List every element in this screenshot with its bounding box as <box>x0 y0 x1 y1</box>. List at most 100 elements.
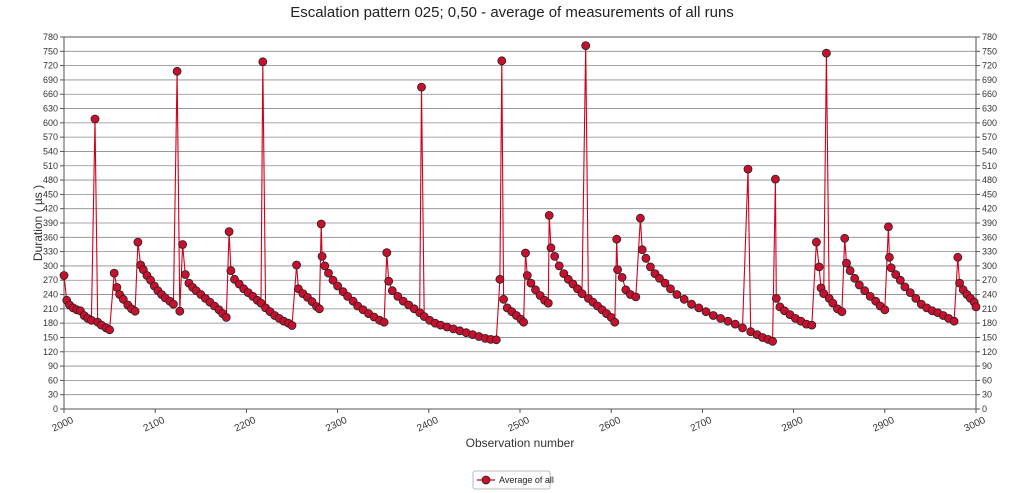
data-point <box>324 268 333 278</box>
data-point <box>701 307 711 317</box>
data-point <box>387 286 397 296</box>
y-tick-label: 780 <box>982 32 997 42</box>
data-point <box>814 262 824 272</box>
data-point <box>417 82 426 92</box>
data-point <box>865 291 875 301</box>
y-tick-label: 240 <box>982 290 997 300</box>
data-point <box>660 278 670 288</box>
data-point <box>495 274 505 284</box>
y-tick-label: 120 <box>43 347 58 357</box>
data-point <box>880 305 890 315</box>
series-average-of-all <box>59 41 981 346</box>
y-tick-label: 390 <box>982 218 997 228</box>
data-point <box>133 237 143 247</box>
y-tick-label: 660 <box>982 89 997 99</box>
y-tick-label: 510 <box>43 161 58 171</box>
data-point <box>953 252 963 262</box>
data-point <box>384 276 394 286</box>
y-tick-label: 360 <box>43 232 58 242</box>
legend[interactable]: Average of all <box>472 470 554 490</box>
data-point <box>895 275 905 285</box>
data-point <box>224 227 234 237</box>
data-point <box>949 316 959 326</box>
data-point <box>641 253 651 263</box>
data-point <box>955 278 964 288</box>
data-point <box>59 271 69 280</box>
data-point <box>679 294 689 304</box>
data-point <box>521 248 530 258</box>
data-point <box>828 298 838 308</box>
data-point <box>531 285 540 295</box>
y-tick-label: 0 <box>982 404 987 414</box>
data-point <box>842 258 851 268</box>
data-point <box>226 266 236 276</box>
y-tick-label: 300 <box>43 261 58 271</box>
y-tick-label: 750 <box>982 46 997 56</box>
data-point <box>317 251 327 261</box>
data-point <box>807 320 817 330</box>
data-point <box>612 234 622 244</box>
data-point <box>905 288 915 298</box>
data-point <box>320 261 330 271</box>
data-point <box>971 302 981 312</box>
y-tick-label: 750 <box>43 46 58 56</box>
x-tick-label: 2500 <box>507 415 532 435</box>
data-point <box>221 312 231 322</box>
y-tick-label: 330 <box>43 247 58 257</box>
x-tick-label: 2200 <box>233 415 258 435</box>
data-point <box>105 325 114 335</box>
x-tick-label: 2900 <box>871 415 896 435</box>
data-point <box>499 294 509 304</box>
y-tick-label: 420 <box>43 204 58 214</box>
x-tick-label: 2400 <box>415 415 440 435</box>
data-point <box>900 282 910 292</box>
y-tick-label: 660 <box>43 89 58 99</box>
data-point <box>891 270 901 279</box>
y-tick-label: 150 <box>43 332 58 342</box>
data-point <box>694 303 704 313</box>
y-tick-label: 570 <box>43 132 58 142</box>
y-tick-label: 180 <box>982 318 997 328</box>
data-point <box>840 233 850 243</box>
y-tick-label: 690 <box>982 75 997 85</box>
data-point <box>328 275 338 285</box>
data-point <box>631 292 641 302</box>
x-tick-label: 2700 <box>689 415 714 435</box>
y-tick-label: 480 <box>982 175 997 185</box>
legend-box <box>472 470 551 490</box>
data-point <box>180 270 190 279</box>
y-tick-label: 510 <box>982 161 997 171</box>
y-tick-label: 600 <box>43 118 58 128</box>
data-point <box>646 262 655 272</box>
data-point <box>519 317 528 327</box>
data-point <box>884 222 893 232</box>
y-tick-label: 690 <box>43 75 58 85</box>
y-tick-label: 90 <box>48 361 58 371</box>
y-tick-label: 540 <box>43 146 58 156</box>
y-tick-label: 150 <box>982 332 997 342</box>
data-point <box>314 304 324 314</box>
data-point <box>771 174 780 184</box>
data-point <box>845 266 855 276</box>
x-axis-label: Observation number <box>466 436 575 450</box>
grid <box>63 36 977 410</box>
y-tick-label: 450 <box>982 189 997 199</box>
y-tick-label: 240 <box>43 290 58 300</box>
x-tick-label: 2300 <box>324 415 349 435</box>
y-axis-label: Duration ( µs ) <box>31 185 45 261</box>
y-tick-label: 780 <box>43 32 58 42</box>
data-point <box>617 272 627 282</box>
data-point <box>723 316 733 326</box>
y-axis-right: 0 30 60 90 120 150 180 210 240 270 300 330 360 390 420… <box>976 32 997 414</box>
data-point <box>287 321 297 330</box>
data-point <box>109 268 119 278</box>
data-point <box>333 281 343 291</box>
legend-label: Average of all <box>499 475 554 485</box>
legend-marker <box>481 475 491 485</box>
y-tick-label: 630 <box>982 104 997 114</box>
data-point <box>130 306 140 316</box>
y-tick-label: 600 <box>982 118 997 128</box>
data-point <box>178 240 188 249</box>
data-point <box>738 323 747 333</box>
